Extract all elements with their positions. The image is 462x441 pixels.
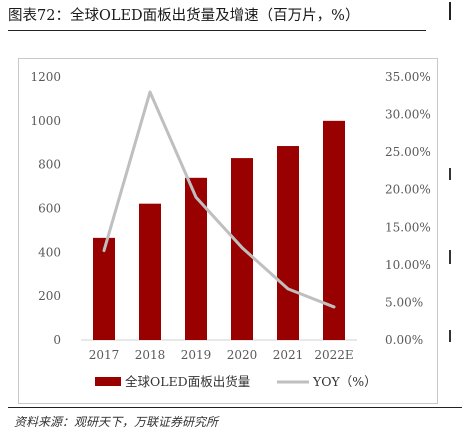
y2-tick-label: 5.00% <box>385 295 423 309</box>
x-tick-label: 2020 <box>227 348 258 362</box>
right-axis-ticks: 0.00% 5.00% 10.00% 15.00% 20.00% 25.00% 30.00%… <box>385 70 431 347</box>
x-tick-label: 2022E <box>314 348 353 362</box>
x-tick-label: 2018 <box>135 348 166 362</box>
x-tick-label: 2017 <box>89 348 120 362</box>
y-tick-label: 600 <box>38 202 61 216</box>
figure-header: 图表72：全球OLED面板出货量及增速（百万片，%） <box>0 0 462 40</box>
y2-tick-label: 10.00% <box>385 258 431 272</box>
legend-bar-swatch <box>95 377 121 386</box>
page-edge-mark <box>449 330 451 342</box>
y-tick-label: 200 <box>38 289 61 303</box>
x-tick-label: 2021 <box>273 348 304 362</box>
legend: 全球OLED面板出货量 YOY（%） <box>95 374 377 389</box>
footer-rule <box>8 407 462 408</box>
x-tick-label: 2019 <box>181 348 212 362</box>
header-rule <box>8 30 426 31</box>
y2-tick-label: 20.00% <box>385 183 431 197</box>
y-tick-label: 0 <box>53 333 61 347</box>
page-edge-mark <box>449 168 451 180</box>
y-tick-label: 400 <box>38 245 61 259</box>
source-note: 资料来源：观研天下，万联证券研究所 <box>14 415 219 429</box>
y2-tick-label: 15.00% <box>385 220 431 234</box>
y-tick-label: 1200 <box>30 70 61 84</box>
y-tick-label: 800 <box>38 158 61 172</box>
y2-tick-label: 0.00% <box>385 333 423 347</box>
figure-footer: 资料来源：观研天下，万联证券研究所 <box>0 404 462 441</box>
y2-tick-label: 25.00% <box>385 145 431 159</box>
y-tick-label: 1000 <box>30 114 61 128</box>
bar <box>93 237 115 340</box>
bar <box>277 146 299 340</box>
yoy-line <box>102 90 336 309</box>
chart-panel: 0 200 400 600 800 1000 1200 0.00% 5.00% 10.00% 15… <box>18 58 438 404</box>
legend-bar-label: 全球OLED面板出货量 <box>125 374 250 389</box>
line-series <box>102 90 336 309</box>
y2-tick-label: 30.00% <box>385 108 431 122</box>
combo-chart: 0 200 400 600 800 1000 1200 0.00% 5.00% 10.00% 15… <box>30 70 431 389</box>
page-edge-mark <box>449 2 451 20</box>
category-axis-ticks: 2017 2018 2019 2020 2021 2022E <box>89 348 354 362</box>
bar <box>139 203 161 340</box>
bar <box>185 177 207 340</box>
figure-title: 图表72：全球OLED面板出货量及增速（百万片，%） <box>8 8 360 24</box>
page-edge-mark <box>449 250 451 264</box>
left-axis-ticks: 0 200 400 600 800 1000 1200 <box>30 70 61 347</box>
y2-tick-label: 35.00% <box>385 70 431 84</box>
bar <box>323 120 345 340</box>
legend-line-label: YOY（%） <box>312 374 377 389</box>
